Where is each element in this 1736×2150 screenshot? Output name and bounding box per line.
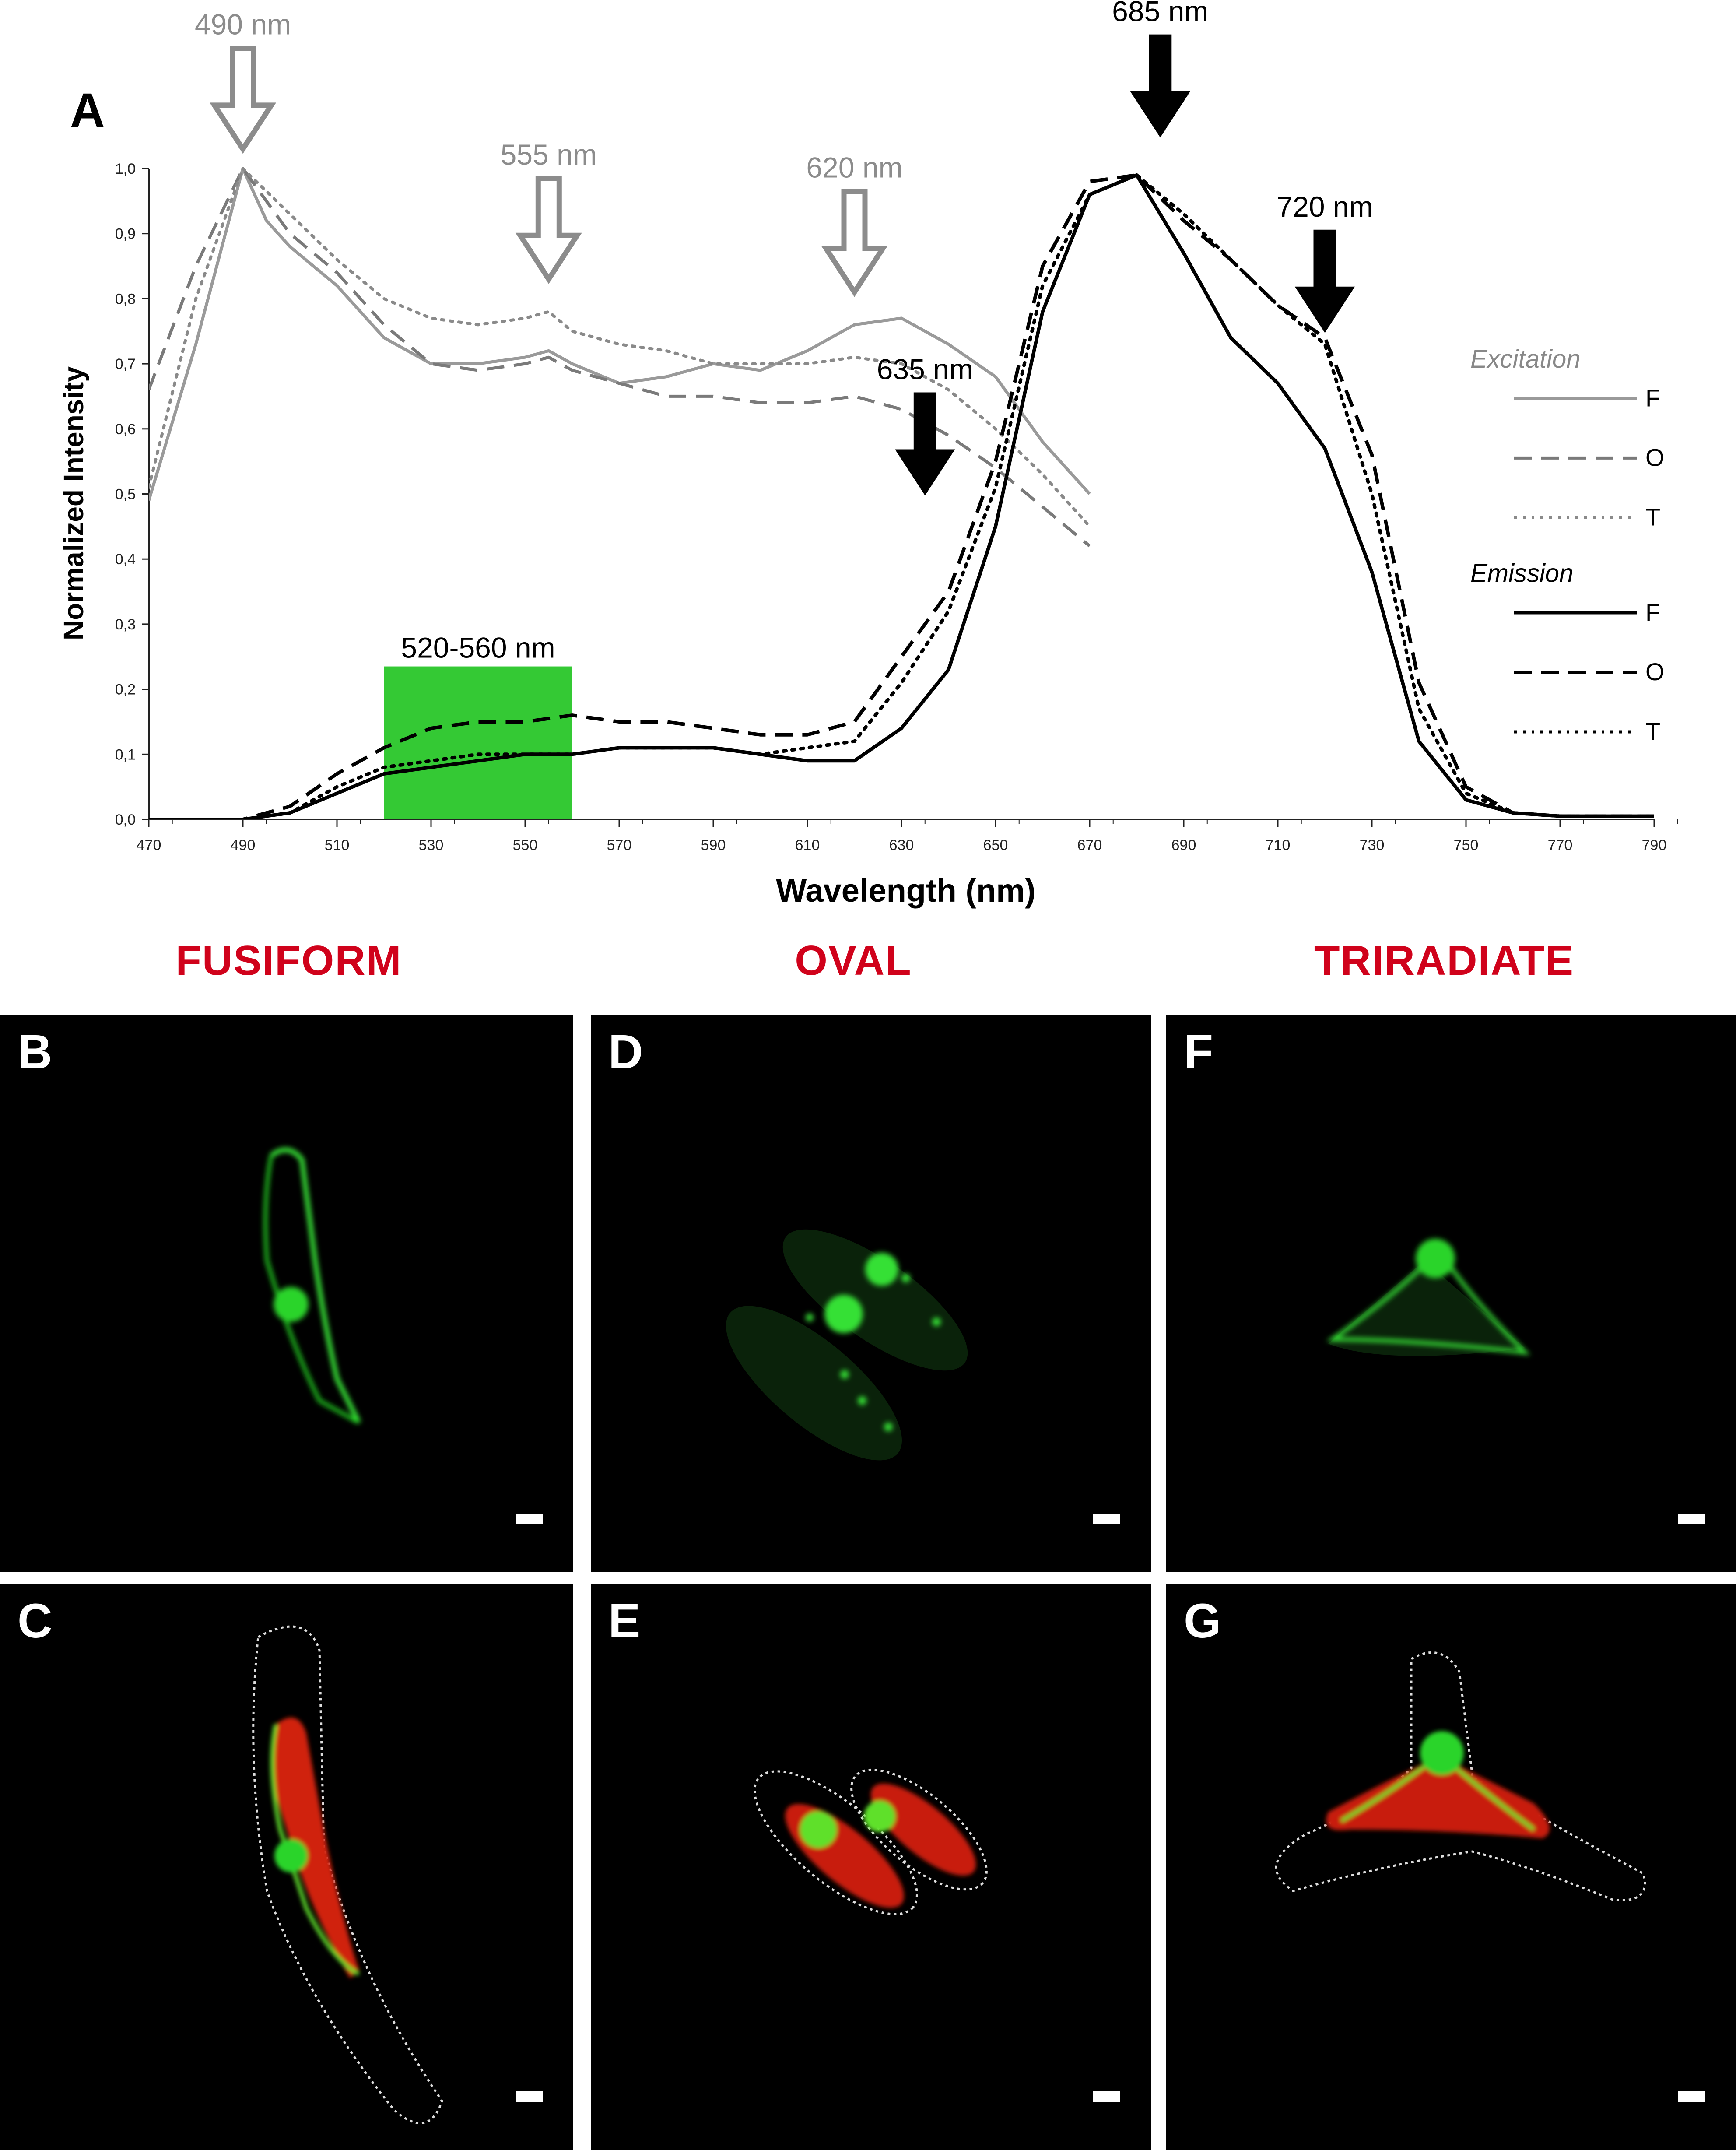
x-tick-label: 750 [1454,837,1479,854]
morphotype-title-triradiate: TRIRADIATE [1314,937,1575,984]
micrograph-b: B [0,1015,573,1572]
legend-label-excitation-t: T [1645,503,1660,530]
y-tick-label: 0,4 [115,551,136,568]
micrograph-f: F [1166,1015,1736,1572]
y-tick-label: 0,3 [115,616,136,633]
oval-cells-merged [754,1768,988,1915]
panel-label-b: B [18,1025,53,1079]
x-tick-label: 770 [1548,837,1573,854]
x-tick-label: 490 [231,837,256,854]
y-tick-label: 0,1 [115,746,136,763]
x-tick-label: 630 [889,837,914,854]
legend-label-excitation-o: O [1645,443,1665,471]
legend-label-excitation-f: F [1645,384,1660,411]
y-tick-label: 0,9 [115,226,136,242]
arrow-label-685: 685 nm [1112,0,1208,28]
legend-title-emission: Emission [1470,559,1573,588]
fusiform-cell-merged [252,1625,443,2125]
y-tick-label: 0,7 [115,356,136,372]
panel-label-c: C [18,1594,53,1648]
scale-bar-g [1678,2091,1705,2102]
panel-label-e: E [608,1594,641,1648]
panel-label-d: D [608,1025,643,1079]
x-tick-label: 470 [137,837,161,854]
highlight-band-label: 520-560 nm [401,632,555,664]
panel-label-g: G [1184,1594,1221,1648]
arrow-555 [515,176,582,284]
arrow-label-620: 620 nm [806,151,902,184]
y-tick-label: 0,2 [115,682,136,698]
series-emission-f [149,173,1654,819]
legend-title-excitation: Excitation [1470,345,1580,373]
series-excitation-t [149,167,1091,528]
x-tick-label: 510 [325,837,350,854]
arrow-label-490: 490 nm [195,8,291,40]
x-tick-label: 710 [1266,837,1291,854]
x-tick-label: 570 [607,837,632,854]
x-tick-label: 690 [1171,837,1196,854]
legend-label-emission-o: O [1645,658,1665,685]
scale-bar-f [1678,1514,1705,1524]
x-axis-label: Wavelength (nm) [776,872,1035,909]
micrograph-g: G [1166,1584,1736,2150]
x-tick-label: 730 [1360,837,1385,854]
arrow-620 [821,189,888,297]
x-tick-label: 530 [419,837,444,854]
y-tick-label: 0,0 [115,812,136,828]
micrograph-d: D [591,1015,1151,1572]
arrow-490 [209,46,277,154]
series-excitation-o [149,167,1091,548]
micrograph-e: E [591,1584,1151,2150]
arrow-label-555: 555 nm [501,138,597,171]
x-tick-label: 550 [513,837,538,854]
scale-bar-e [1093,2091,1120,2102]
spectra-chart: A 520-560 nm 470 490 510 530 550 570 590 610 630… [58,0,1678,909]
x-tick-label: 670 [1077,837,1102,854]
panel-label-f: F [1184,1025,1213,1079]
morphotype-title-fusiform: FUSIFORM [175,937,402,984]
micrograph-c: C [0,1584,573,2150]
x-tick-label: 650 [983,837,1008,854]
x-tick-label: 790 [1642,837,1667,854]
fusiform-cell-green [263,1148,361,1424]
highlight-band [384,666,572,819]
scale-bar-c [516,2091,543,2102]
arrow-label-635: 635 nm [877,353,973,386]
series-excitation-f [149,167,1091,501]
legend-label-emission-f: F [1645,598,1660,626]
scale-bar-b [516,1514,543,1524]
arrow-635 [895,392,955,496]
y-tick-label: 0,5 [115,486,136,503]
triradiate-cell-merged [1275,1651,1646,1901]
y-axis-label: Normalized Intensity [58,366,89,640]
triradiate-cell-green [1326,1239,1531,1356]
morphotype-title-oval: OVAL [795,937,912,984]
oval-cells-green [726,1229,968,1461]
x-tick-label: 610 [795,837,820,854]
series-emission-t [149,173,1654,819]
arrow-720 [1294,229,1355,333]
legend-label-emission-t: T [1645,717,1660,745]
panel-label-a: A [70,84,105,137]
y-tick-label: 0,8 [115,291,136,307]
x-tick-label: 590 [701,837,726,854]
y-tick-label: 0,6 [115,421,136,438]
y-tick-label: 1,0 [115,161,136,177]
arrow-label-720: 720 nm [1277,190,1373,223]
arrow-685 [1130,34,1190,138]
series-emission-o [149,173,1654,819]
scale-bar-d [1093,1514,1120,1524]
